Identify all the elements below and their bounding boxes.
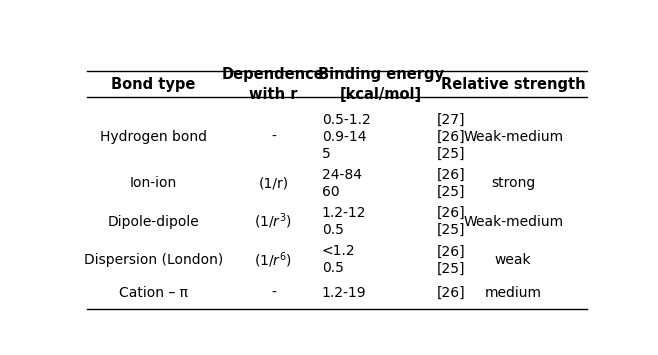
Text: [26]: [26] bbox=[437, 168, 465, 182]
Text: 1.2-19: 1.2-19 bbox=[322, 286, 367, 300]
Text: weak: weak bbox=[495, 253, 532, 267]
Text: Binding energy
[kcal/mol]: Binding energy [kcal/mol] bbox=[318, 67, 443, 102]
Text: Ion-ion: Ion-ion bbox=[130, 176, 177, 190]
Text: [26]: [26] bbox=[437, 245, 465, 258]
Text: $(1/r^{6})$: $(1/r^{6})$ bbox=[255, 250, 293, 270]
Text: Weak-medium: Weak-medium bbox=[463, 215, 563, 229]
Text: 60: 60 bbox=[322, 185, 340, 199]
Text: 0.5-1.2: 0.5-1.2 bbox=[322, 113, 370, 127]
Text: 0.5: 0.5 bbox=[322, 261, 343, 275]
Text: 0.9-14: 0.9-14 bbox=[322, 130, 367, 144]
Text: [25]: [25] bbox=[437, 147, 465, 161]
Text: Dipole-dipole: Dipole-dipole bbox=[108, 215, 199, 229]
Text: Relative strength: Relative strength bbox=[441, 77, 586, 92]
Text: -: - bbox=[271, 286, 276, 300]
Text: [26]: [26] bbox=[437, 286, 465, 300]
Text: Hydrogen bond: Hydrogen bond bbox=[100, 130, 207, 144]
Text: $(1/r^{3})$: $(1/r^{3})$ bbox=[255, 212, 293, 231]
Text: 0.5: 0.5 bbox=[322, 223, 343, 237]
Text: [26]: [26] bbox=[437, 130, 465, 144]
Text: <1.2: <1.2 bbox=[322, 245, 355, 258]
Text: medium: medium bbox=[485, 286, 542, 300]
Text: Bond type: Bond type bbox=[111, 77, 196, 92]
Text: (1/r): (1/r) bbox=[259, 176, 289, 190]
Text: 1.2-12: 1.2-12 bbox=[322, 206, 367, 220]
Text: [25]: [25] bbox=[437, 261, 465, 275]
Text: strong: strong bbox=[491, 176, 535, 190]
Text: Dispersion (London): Dispersion (London) bbox=[84, 253, 223, 267]
Text: Weak-medium: Weak-medium bbox=[463, 130, 563, 144]
Text: [26]: [26] bbox=[437, 206, 465, 220]
Text: 5: 5 bbox=[322, 147, 331, 161]
Text: Dependence
with r: Dependence with r bbox=[222, 67, 325, 102]
Text: [27]: [27] bbox=[437, 113, 465, 127]
Text: [25]: [25] bbox=[437, 185, 465, 199]
Text: [25]: [25] bbox=[437, 223, 465, 237]
Text: Cation – π: Cation – π bbox=[119, 286, 188, 300]
Text: 24-84: 24-84 bbox=[322, 168, 362, 182]
Text: -: - bbox=[271, 130, 276, 144]
